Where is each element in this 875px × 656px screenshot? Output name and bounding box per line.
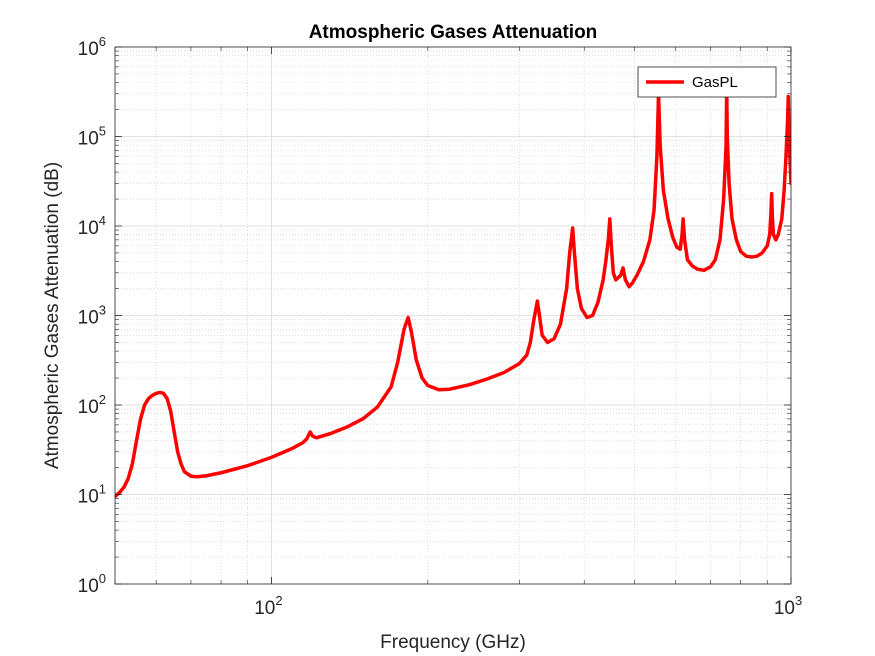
legend: GasPL bbox=[637, 66, 777, 98]
y-tick-labels: 100 101 102 103 104 105 106 bbox=[78, 34, 106, 597]
series-line-gaspl bbox=[115, 86, 791, 499]
y-axis-label: Atmospheric Gases Attenuation (dB) bbox=[42, 162, 63, 469]
y-tick-label: 101 bbox=[78, 482, 106, 508]
y-tick-label: 100 bbox=[78, 571, 106, 597]
y-tick-label: 102 bbox=[78, 392, 106, 418]
x-tick-label: 103 bbox=[774, 593, 802, 619]
legend-label: GasPL bbox=[692, 74, 738, 91]
series-group bbox=[115, 86, 791, 499]
y-tick-label: 103 bbox=[78, 303, 106, 329]
x-tick-labels: 102 103 bbox=[254, 593, 802, 619]
chart-title: Atmospheric Gases Attenuation bbox=[309, 22, 598, 43]
y-tick-label: 104 bbox=[78, 213, 106, 239]
y-tick-label: 105 bbox=[78, 124, 106, 150]
x-axis-label: Frequency (GHz) bbox=[380, 632, 526, 653]
axis-ticks bbox=[114, 46, 792, 585]
x-tick-label: 102 bbox=[254, 593, 282, 619]
y-tick-label: 106 bbox=[78, 34, 106, 60]
